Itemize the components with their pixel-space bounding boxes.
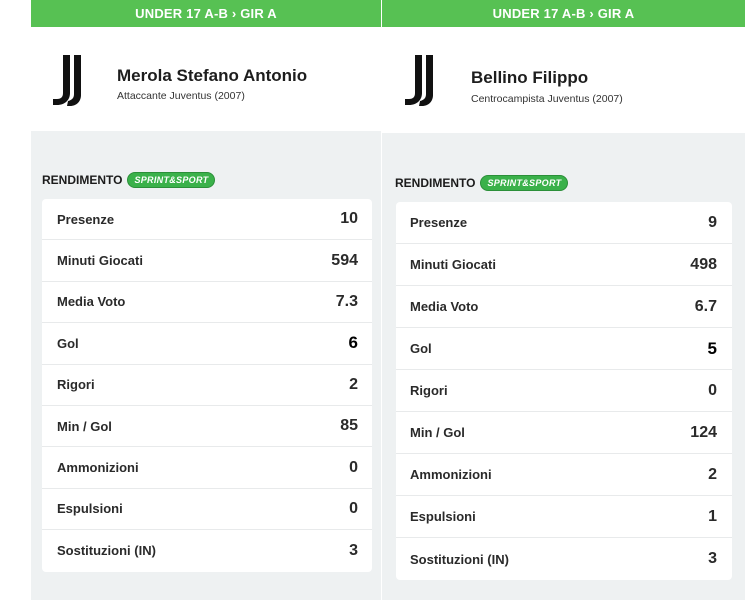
stat-label: Ammonizioni — [57, 460, 139, 476]
rendimento-section-title: RENDIMENTO SPRINT&SPORT — [42, 172, 216, 188]
stat-row-gol: Gol 6 — [42, 323, 372, 365]
stat-label: Rigori — [410, 383, 448, 398]
player-profile-header: Merola Stefano Antonio Attaccante Juvent… — [31, 27, 381, 131]
stat-value: 0 — [708, 381, 717, 399]
stat-row-gol: Gol 5 — [396, 328, 732, 370]
competition-banner[interactable]: UNDER 17 A-B › GIR A — [31, 0, 381, 27]
stat-value: 3 — [349, 541, 358, 559]
player-name[interactable]: Bellino Filippo — [471, 68, 589, 87]
stat-row-presenze: Presenze 10 — [42, 199, 372, 241]
stats-table: Presenze 9 Minuti Giocati 498 Media Voto 6.… — [396, 202, 732, 580]
stat-row-rigori: Rigori 2 — [42, 365, 372, 406]
competition-banner[interactable]: UNDER 17 A-B › GIR A — [382, 0, 745, 27]
stat-value: 5 — [707, 338, 717, 358]
rendimento-section-title: RENDIMENTO SPRINT&SPORT — [395, 175, 569, 191]
stat-value: 0 — [349, 499, 358, 517]
section-label: RENDIMENTO — [42, 173, 123, 187]
stat-row-min-gol: Min / Gol 85 — [42, 406, 372, 448]
player-card-merola: UNDER 17 A-B › GIR A Merola Stefano Anto… — [31, 0, 381, 600]
stat-label: Minuti Giocati — [410, 257, 496, 272]
player-role: Attaccante Juventus (2007) — [117, 90, 245, 102]
stat-label: Min / Gol — [410, 425, 465, 440]
juventus-logo-icon — [405, 55, 433, 106]
stat-label: Sostituzioni (IN) — [57, 543, 156, 559]
player-card-bellino: UNDER 17 A-B › GIR A Bellino Filippo Cen… — [382, 0, 745, 600]
stat-label: Minuti Giocati — [57, 253, 143, 269]
stat-row-min-gol: Min / Gol 124 — [396, 412, 732, 454]
stat-value: 6.7 — [694, 297, 717, 315]
stat-row-media-voto: Media Voto 7.3 — [42, 282, 372, 324]
stat-value: 9 — [708, 213, 717, 231]
stat-label: Presenze — [57, 211, 115, 227]
stat-row-ammonizioni: Ammonizioni 0 — [42, 447, 372, 489]
sprint-sport-badge: SPRINT&SPORT — [480, 175, 569, 191]
stat-row-minuti-giocati: Minuti Giocati 498 — [396, 244, 732, 286]
stat-row-presenze: Presenze 9 — [396, 202, 732, 244]
stat-label: Media Voto — [410, 299, 479, 314]
stat-row-espulsioni: Espulsioni 1 — [396, 496, 732, 538]
stat-label: Espulsioni — [410, 509, 476, 524]
stat-value: 3 — [708, 550, 717, 567]
stat-value: 85 — [340, 417, 358, 435]
stat-value: 498 — [690, 255, 717, 273]
stat-label: Rigori — [57, 377, 95, 393]
stat-value: 7.3 — [335, 292, 358, 310]
stat-label: Ammonizioni — [410, 467, 492, 482]
stat-value: 124 — [690, 423, 717, 441]
stat-label: Min / Gol — [57, 418, 112, 434]
player-role: Centrocampista Juventus (2007) — [471, 93, 623, 105]
stat-value: 10 — [340, 210, 358, 228]
player-profile-header: Bellino Filippo Centrocampista Juventus … — [382, 27, 745, 133]
stat-value: 0 — [349, 458, 358, 476]
stat-row-sostituzioni: Sostituzioni (IN) 3 — [396, 538, 732, 580]
stat-row-media-voto: Media Voto 6.7 — [396, 286, 732, 328]
stat-value: 594 — [331, 251, 358, 269]
stat-label: Gol — [410, 341, 432, 356]
stat-label: Gol — [57, 335, 79, 351]
section-label: RENDIMENTO — [395, 176, 476, 190]
stat-row-espulsioni: Espulsioni 0 — [42, 489, 372, 531]
stat-value: 1 — [708, 507, 717, 525]
stat-row-ammonizioni: Ammonizioni 2 — [396, 454, 732, 496]
stat-row-minuti-giocati: Minuti Giocati 594 — [42, 240, 372, 282]
stat-label: Media Voto — [57, 294, 126, 310]
juventus-logo-icon — [53, 55, 81, 106]
stat-label: Sostituzioni (IN) — [410, 551, 509, 567]
stat-label: Espulsioni — [57, 501, 123, 517]
stat-value: 6 — [348, 333, 358, 353]
stat-row-sostituzioni: Sostituzioni (IN) 3 — [42, 530, 372, 571]
stats-table: Presenze 10 Minuti Giocati 594 Media Voto 7… — [42, 199, 372, 572]
sprint-sport-badge: SPRINT&SPORT — [127, 172, 216, 188]
stat-label: Presenze — [410, 215, 468, 230]
stat-row-rigori: Rigori 0 — [396, 370, 732, 412]
stat-value: 2 — [349, 375, 358, 393]
stat-value: 2 — [708, 465, 717, 483]
player-name[interactable]: Merola Stefano Antonio — [117, 66, 308, 85]
